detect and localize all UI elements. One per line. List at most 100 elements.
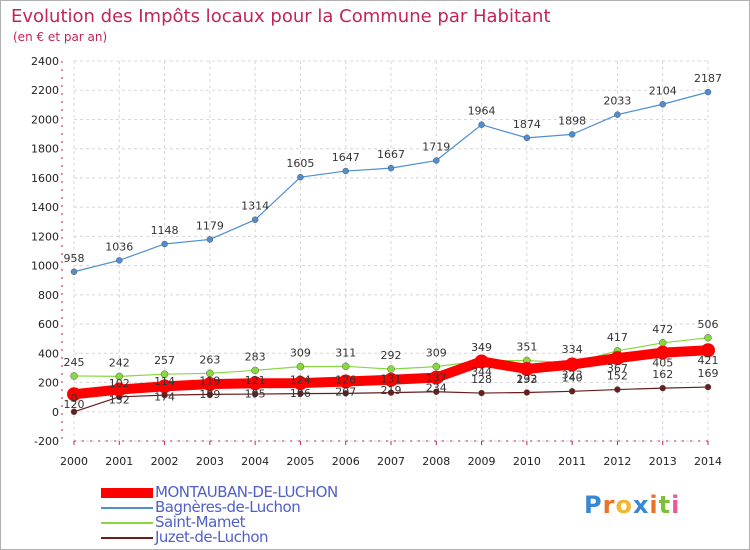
- data-label: 405: [652, 357, 673, 370]
- data-point: [161, 240, 168, 248]
- x-tick-label: 2011: [558, 455, 586, 468]
- x-tick-label: 2000: [60, 455, 88, 468]
- chart-title: Evolution des Impôts locaux pour la Comm…: [11, 6, 551, 27]
- data-label: 283: [245, 350, 266, 363]
- data-label: 351: [516, 340, 537, 353]
- data-point: [704, 334, 712, 342]
- data-point: [342, 167, 349, 175]
- y-tick-label: 1600: [31, 172, 59, 185]
- data-point: [338, 374, 353, 389]
- legend-item-montauban: MONTAUBAN-DE-LUCHON: [101, 483, 401, 501]
- x-tick-label: 2003: [196, 455, 224, 468]
- data-label: 102: [109, 377, 130, 390]
- data-label: 344: [471, 365, 492, 378]
- data-label: 958: [64, 252, 85, 265]
- data-label: 152: [109, 394, 130, 407]
- legend-item-bagneres: Bagnères-de-Luchon: [101, 498, 401, 516]
- data-label: 114: [154, 375, 175, 388]
- data-label: 137: [426, 372, 447, 385]
- data-label: 2104: [649, 84, 677, 97]
- data-point: [206, 391, 214, 398]
- y-tick-label: 0: [52, 406, 59, 419]
- x-tick-label: 2014: [694, 455, 722, 468]
- data-point: [614, 111, 621, 118]
- data-point: [565, 357, 580, 372]
- data-point: [160, 370, 169, 378]
- data-point: [474, 354, 489, 369]
- data-label: 195: [245, 387, 266, 400]
- data-point: [248, 376, 263, 391]
- data-label: 323: [562, 369, 583, 382]
- logo-letter: t: [658, 491, 672, 519]
- data-point: [568, 131, 576, 138]
- data-label: 124: [290, 374, 311, 387]
- data-point: [206, 236, 214, 243]
- data-label: 263: [199, 353, 220, 366]
- legend-label-saint-mamet: Saint-Mamet: [155, 513, 246, 531]
- data-label: 1605: [286, 157, 314, 170]
- data-label: 309: [290, 347, 311, 360]
- x-tick-label: 2009: [468, 455, 496, 468]
- data-label: 169: [698, 367, 719, 380]
- data-label: 132: [516, 372, 537, 385]
- data-label: 121: [245, 374, 266, 387]
- data-label: 506: [698, 318, 719, 331]
- data-point: [387, 389, 395, 396]
- data-label: 234: [426, 382, 447, 395]
- data-label: 1964: [468, 105, 496, 118]
- data-label: 219: [381, 384, 402, 397]
- data-label: 421: [698, 354, 719, 367]
- legend-item-saint-mamet: Saint-Mamet: [101, 513, 401, 531]
- data-point: [251, 216, 259, 223]
- legend-swatch-juzet: [101, 537, 153, 539]
- x-tick-label: 2007: [377, 455, 405, 468]
- y-tick-label: -200: [34, 435, 59, 448]
- y-tick-label: 2400: [31, 55, 59, 68]
- data-label: 242: [109, 356, 130, 369]
- x-tick-label: 2013: [649, 455, 677, 468]
- data-point: [429, 370, 444, 385]
- data-label: 1874: [513, 118, 541, 131]
- data-point: [112, 382, 127, 397]
- data-label: 207: [335, 386, 356, 399]
- data-label: 1179: [196, 219, 224, 232]
- data-label: 1148: [151, 224, 179, 237]
- data-label: 1647: [332, 151, 360, 164]
- data-point: [67, 387, 81, 402]
- legend-label-bagneres: Bagnères-de-Luchon: [155, 498, 301, 516]
- data-point: [704, 88, 712, 96]
- data-label: 128: [471, 373, 492, 386]
- data-label: 140: [562, 371, 583, 384]
- data-point: [478, 121, 485, 128]
- data-point: [655, 345, 670, 360]
- data-label: 257: [154, 354, 175, 367]
- legend-swatch-montauban: [101, 488, 153, 498]
- data-label: 126: [335, 373, 356, 386]
- logo-letter: o: [615, 491, 633, 519]
- data-point: [387, 365, 395, 373]
- x-tick-label: 2001: [105, 455, 133, 468]
- x-tick-label: 2006: [332, 455, 360, 468]
- y-tick-label: 800: [38, 289, 59, 302]
- data-point: [610, 351, 625, 366]
- data-label: 472: [652, 323, 673, 336]
- data-point: [658, 339, 667, 347]
- data-point: [341, 362, 350, 371]
- data-point: [342, 390, 349, 397]
- data-label: 1719: [422, 141, 450, 154]
- data-label: 367: [607, 362, 628, 375]
- y-tick-label: 2200: [31, 84, 59, 97]
- y-tick-label: 200: [38, 377, 59, 390]
- y-tick-label: 1400: [31, 201, 59, 214]
- data-point: [70, 268, 78, 276]
- data-label: 119: [199, 374, 220, 387]
- logo-letter: i: [649, 491, 659, 519]
- data-label: 2187: [694, 72, 722, 85]
- x-tick-label: 2002: [151, 455, 179, 468]
- legend-label-juzet: Juzet-de-Luchon: [155, 528, 269, 546]
- chart-subtitle: (en € et par an): [13, 30, 108, 44]
- data-label: 2033: [603, 95, 631, 108]
- legend-item-juzet: Juzet-de-Luchon: [101, 528, 401, 546]
